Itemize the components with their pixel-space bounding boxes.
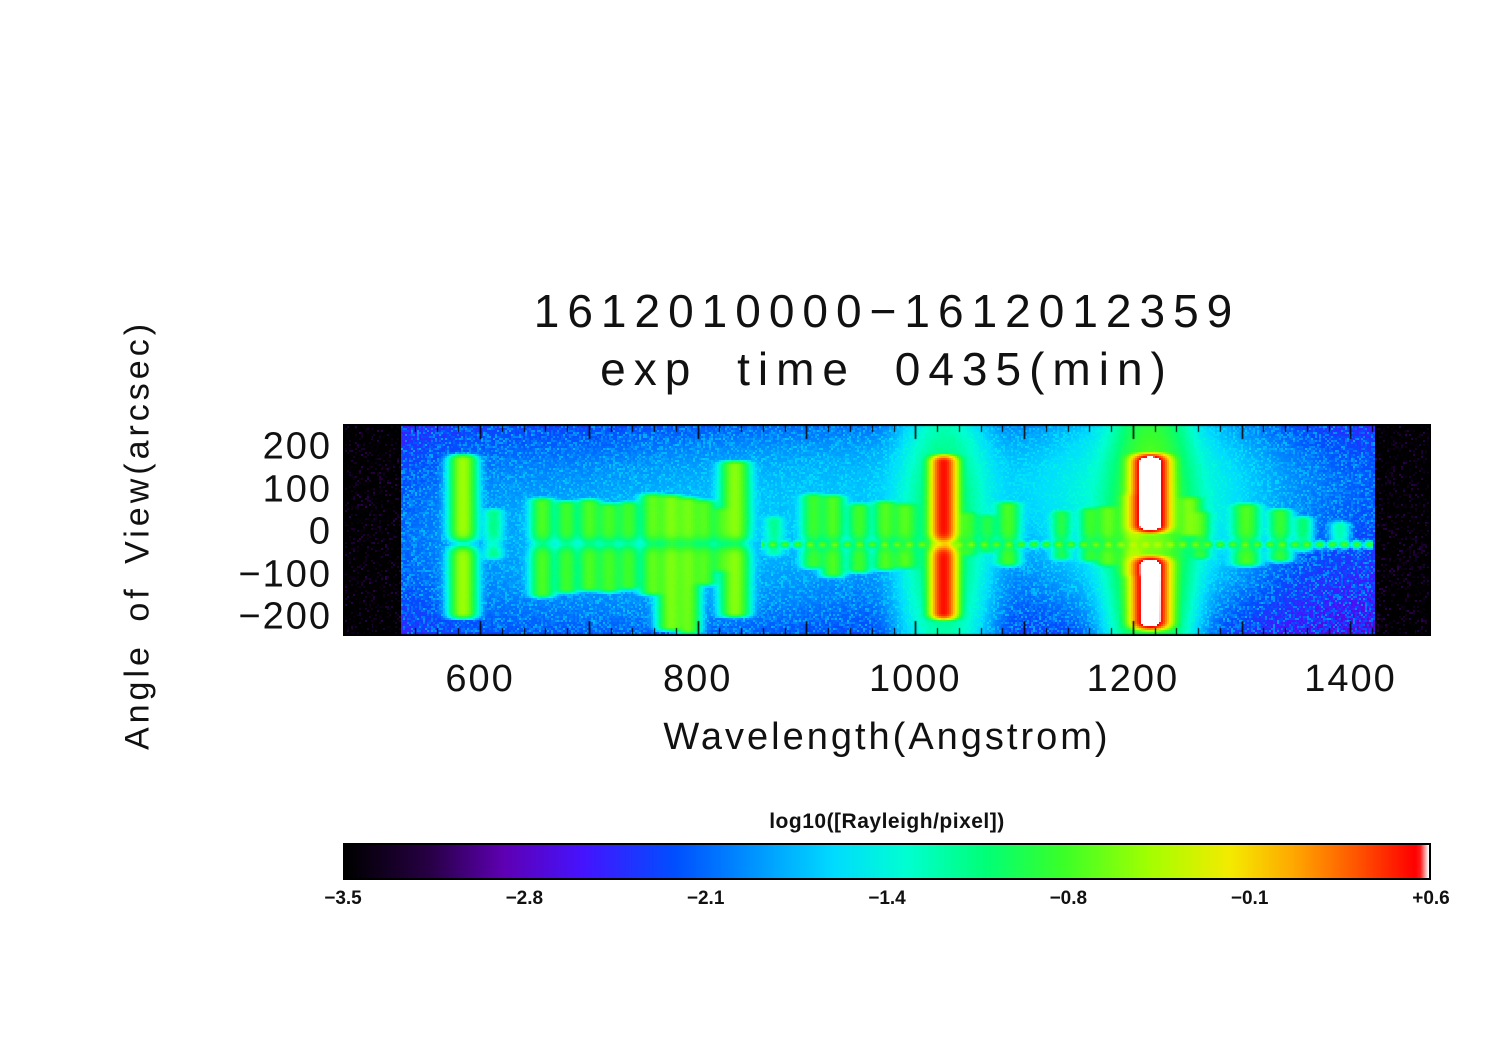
- colorbar-tick-label: −2.1: [686, 888, 725, 909]
- y-tick-label: −200: [238, 595, 332, 638]
- colorbar-title: log10([Rayleigh/pixel]): [769, 810, 1005, 833]
- plot-subtitle: exp time 0435(min): [600, 343, 1174, 395]
- colorbar-tick-label: −1.4: [868, 888, 906, 909]
- plot-title-block: 1612010000−1612012359 exp time 0435(min): [343, 282, 1431, 398]
- colorbar-canvas: [345, 845, 1429, 878]
- x-tick-label: 1000: [869, 658, 962, 700]
- x-tick-label: 1200: [1086, 658, 1180, 700]
- x-tick-label: 1400: [1304, 658, 1397, 700]
- colorbar: [343, 843, 1431, 880]
- x-axis-label: Wavelength(Angstrom): [663, 716, 1111, 758]
- y-tick-label: 100: [262, 468, 332, 511]
- y-axis-label: Angle of View(arcsec): [118, 319, 157, 751]
- x-tick-label: 800: [662, 658, 733, 700]
- y-tick-label: −100: [238, 553, 332, 596]
- colorbar-tick-label: −0.1: [1230, 888, 1269, 909]
- colorbar-tick-label: −2.8: [505, 888, 544, 909]
- colorbar-tick-label: −0.8: [1049, 888, 1088, 909]
- colorbar-tick-label: +0.6: [1412, 888, 1450, 909]
- plot-title: 1612010000−1612012359: [533, 285, 1241, 337]
- plot-area: [343, 424, 1431, 636]
- y-tick-label: 200: [262, 425, 332, 468]
- y-tick-label: 0: [308, 510, 332, 553]
- axes-overlay-canvas: [343, 424, 1431, 636]
- colorbar-tick-label: −3.5: [324, 888, 362, 909]
- x-tick-label: 600: [445, 658, 515, 700]
